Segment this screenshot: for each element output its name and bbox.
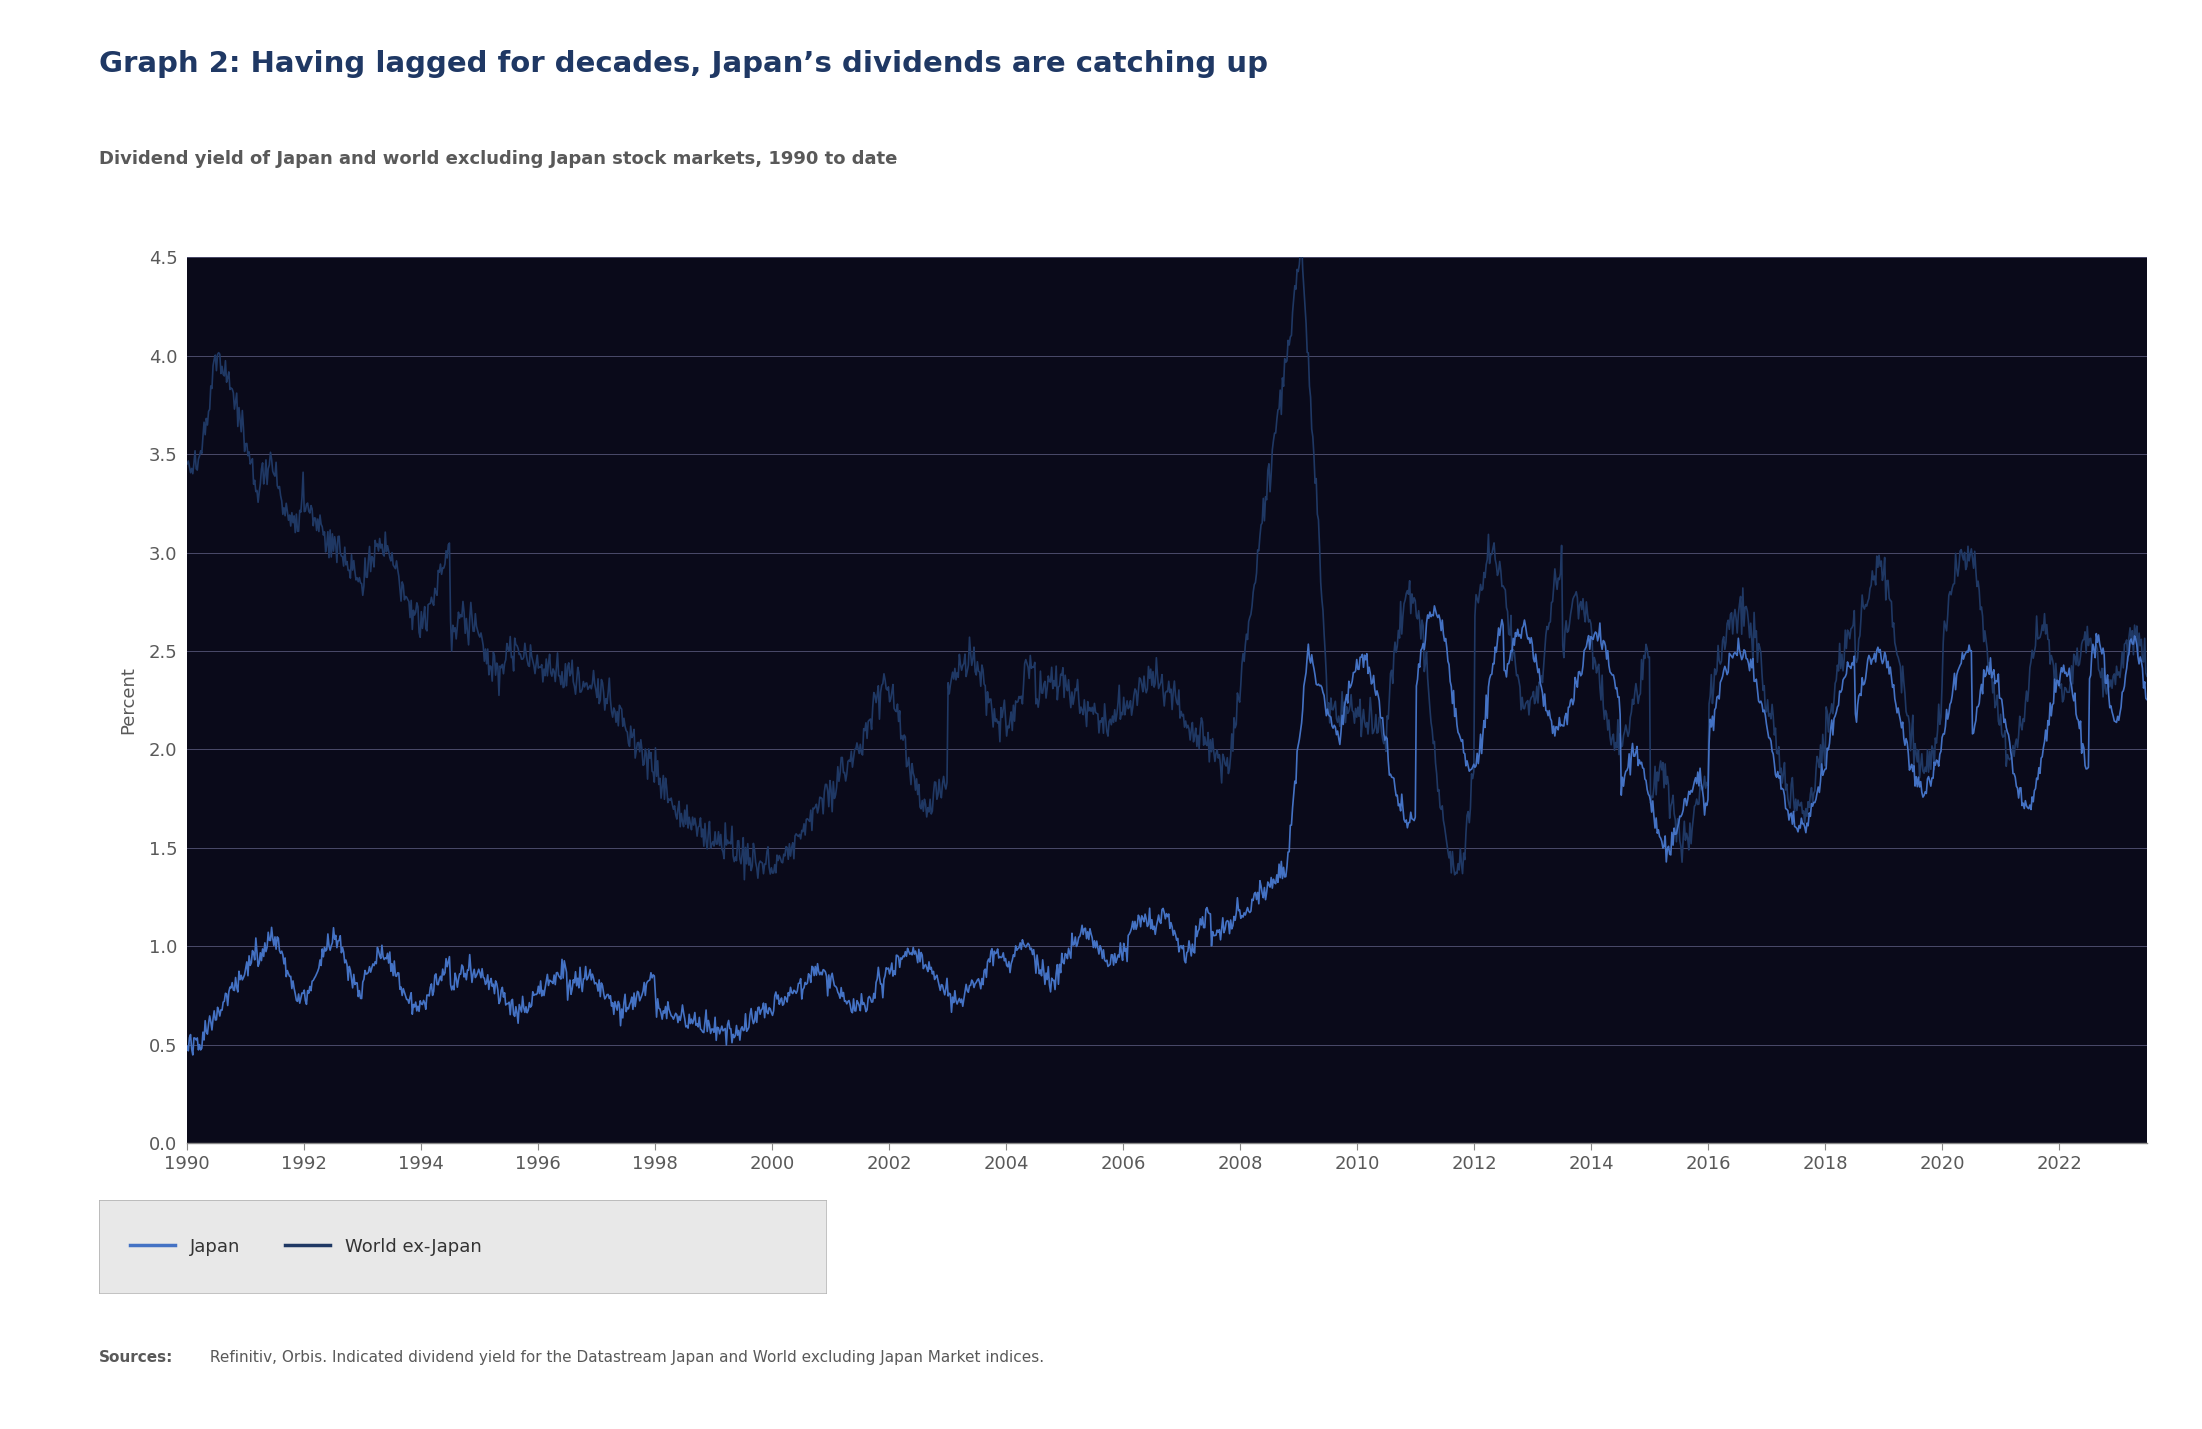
Legend: Japan, World ex-Japan: Japan, World ex-Japan bbox=[123, 1230, 489, 1263]
Text: Graph 2: Having lagged for decades, Japan’s dividends are catching up: Graph 2: Having lagged for decades, Japa… bbox=[99, 50, 1268, 79]
Y-axis label: Percent: Percent bbox=[119, 666, 137, 735]
Text: Refinitiv, Orbis. Indicated dividend yield for the Datastream Japan and World ex: Refinitiv, Orbis. Indicated dividend yie… bbox=[205, 1350, 1044, 1365]
Text: Dividend yield of Japan and world excluding Japan stock markets, 1990 to date: Dividend yield of Japan and world exclud… bbox=[99, 150, 898, 169]
Text: Sources:: Sources: bbox=[99, 1350, 174, 1365]
